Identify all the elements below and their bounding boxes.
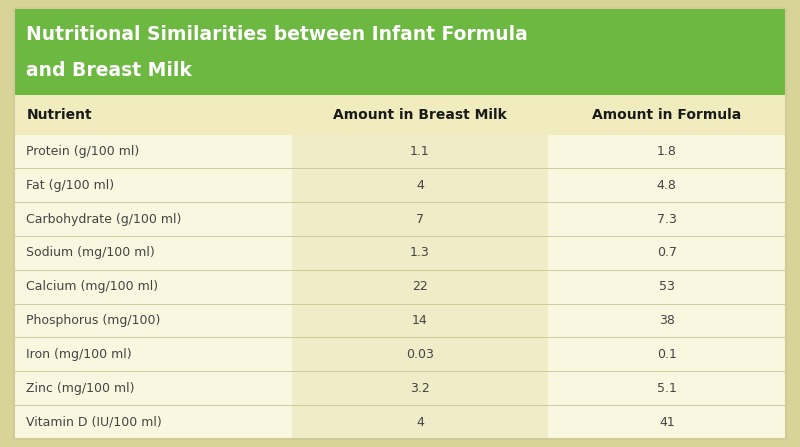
Text: Iron (mg/100 ml): Iron (mg/100 ml)	[26, 348, 132, 361]
Text: Fat (g/100 ml): Fat (g/100 ml)	[26, 179, 114, 192]
Text: Carbohydrate (g/100 ml): Carbohydrate (g/100 ml)	[26, 213, 182, 226]
Text: Amount in Breast Milk: Amount in Breast Milk	[333, 108, 507, 122]
Text: 1.3: 1.3	[410, 246, 430, 259]
Text: 7.3: 7.3	[657, 213, 677, 226]
Text: 3.2: 3.2	[410, 382, 430, 395]
Text: Zinc (mg/100 ml): Zinc (mg/100 ml)	[26, 382, 135, 395]
Text: 7: 7	[416, 213, 424, 226]
Text: 4: 4	[416, 179, 424, 192]
Text: Nutrient: Nutrient	[26, 108, 92, 122]
Bar	[14, 95, 786, 135]
Text: Calcium (mg/100 ml): Calcium (mg/100 ml)	[26, 280, 158, 293]
Text: Vitamin D (IU/100 ml): Vitamin D (IU/100 ml)	[26, 416, 162, 429]
Text: Phosphorus (mg/100): Phosphorus (mg/100)	[26, 314, 161, 327]
Text: 0.7: 0.7	[657, 246, 677, 259]
Text: 5.1: 5.1	[657, 382, 677, 395]
Bar	[292, 135, 548, 439]
Text: Protein (g/100 ml): Protein (g/100 ml)	[26, 145, 140, 158]
Bar	[14, 135, 786, 439]
Text: 4.8: 4.8	[657, 179, 677, 192]
Text: 38: 38	[659, 314, 674, 327]
Bar	[14, 8, 786, 95]
Text: 1.8: 1.8	[657, 145, 677, 158]
Text: 41: 41	[659, 416, 674, 429]
Text: 0.1: 0.1	[657, 348, 677, 361]
Text: 4: 4	[416, 416, 424, 429]
Text: Nutritional Similarities between Infant Formula: Nutritional Similarities between Infant …	[26, 25, 528, 44]
Text: 53: 53	[659, 280, 674, 293]
Text: 14: 14	[412, 314, 428, 327]
Text: 0.03: 0.03	[406, 348, 434, 361]
Text: 1.1: 1.1	[410, 145, 430, 158]
Text: 22: 22	[412, 280, 428, 293]
Text: Amount in Formula: Amount in Formula	[592, 108, 742, 122]
Text: and Breast Milk: and Breast Milk	[26, 61, 192, 80]
Text: Sodium (mg/100 ml): Sodium (mg/100 ml)	[26, 246, 155, 259]
